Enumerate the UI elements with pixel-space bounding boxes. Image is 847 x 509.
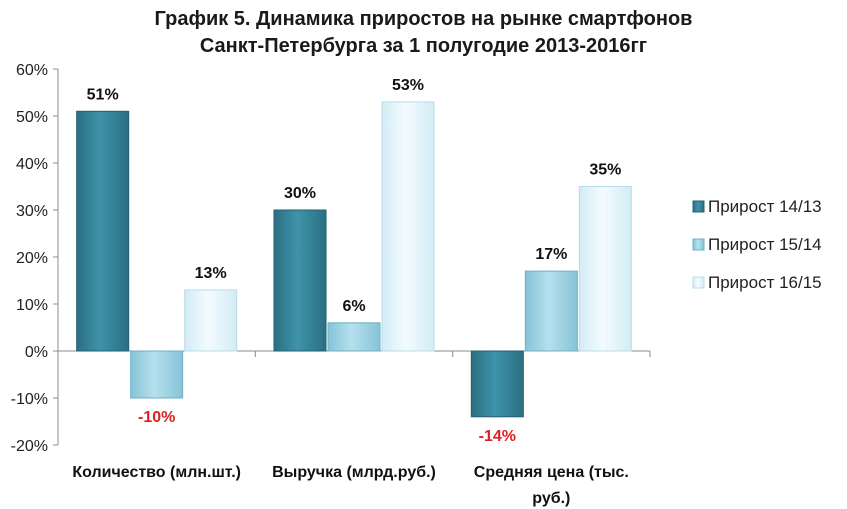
- data-label: -10%: [138, 409, 175, 426]
- category-label: Количество (млн.шт.): [72, 464, 241, 481]
- y-tick-label: 40%: [16, 156, 48, 173]
- data-label: 53%: [392, 77, 424, 94]
- y-tick-label: 10%: [16, 297, 48, 314]
- legend-swatch: [692, 200, 705, 213]
- y-tick-label: -20%: [11, 438, 48, 455]
- data-label: 17%: [535, 246, 567, 263]
- legend-swatch: [692, 238, 705, 251]
- y-tick-label: 20%: [16, 250, 48, 267]
- y-tick-label: -10%: [11, 391, 48, 408]
- y-tick-label: 50%: [16, 109, 48, 126]
- category-labels: Количество (млн.шт.) Выручка (млрд.руб.) С…: [72, 464, 629, 507]
- legend: Прирост 14/13 Прирост 15/14 Прирост 16/15: [692, 197, 822, 292]
- category-label: Средняя цена (тыс.: [474, 464, 629, 481]
- data-label: 35%: [589, 162, 621, 179]
- data-label: 13%: [195, 265, 227, 282]
- data-label: -14%: [479, 428, 516, 445]
- y-tick-label: 30%: [16, 203, 48, 220]
- bars: [76, 101, 632, 418]
- bar-3-2: [381, 101, 435, 352]
- chart-title-line-1: График 5. Динамика приростов на рынке см…: [154, 8, 693, 30]
- legend-swatch: [692, 276, 705, 289]
- data-label: 51%: [87, 86, 119, 103]
- category-label: руб.): [532, 490, 570, 507]
- legend-label: Прирост 14/13: [708, 197, 822, 216]
- bar-2-2: [327, 322, 381, 352]
- bar-1-2: [273, 209, 327, 352]
- bar-2-1: [130, 350, 184, 399]
- y-tick-label: 0%: [25, 344, 48, 361]
- bar-1-1: [76, 110, 130, 352]
- chart-title-line-2: Санкт-Петербурга за 1 полугодие 2013-201…: [199, 35, 648, 57]
- data-label: 30%: [284, 185, 316, 202]
- data-label: 6%: [342, 298, 365, 315]
- bar-1-3: [470, 350, 524, 418]
- y-tick-label: 60%: [16, 62, 48, 79]
- legend-label: Прирост 15/14: [708, 235, 822, 254]
- bar-2-3: [524, 270, 578, 352]
- bar-3-1: [184, 289, 238, 352]
- data-labels: 51% 30% -14% -10% 6% 17% 13% 53% 35%: [87, 77, 622, 445]
- chart-title: График 5. Динамика приростов на рынке см…: [0, 6, 847, 60]
- category-label: Выручка (млрд.руб.): [272, 464, 436, 481]
- bar-3-3: [578, 186, 632, 352]
- legend-label: Прирост 16/15: [708, 273, 822, 292]
